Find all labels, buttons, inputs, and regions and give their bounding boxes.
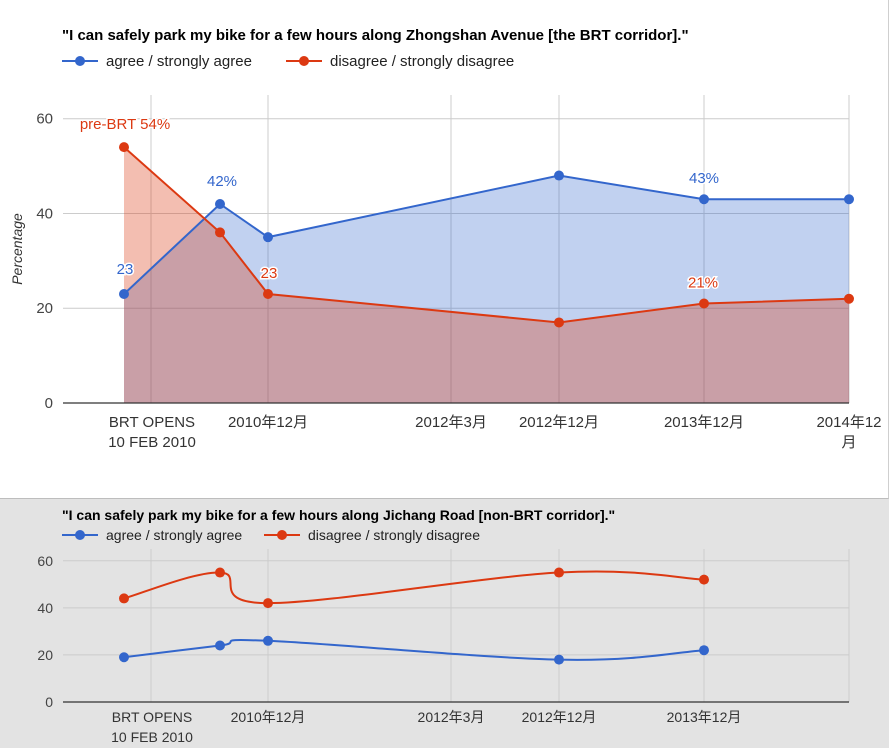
chart1-y-tick-label: 0 <box>45 395 53 412</box>
chart1-legend-label: agree / strongly agree <box>106 53 252 70</box>
chart2-legend-item-2[interactable]: disagree / strongly disagree <box>264 527 480 543</box>
chart1-point-s2-6[interactable] <box>844 293 854 304</box>
chart2-point-s2-5[interactable] <box>699 574 709 585</box>
chart2-x-tick-line: 2013年12月 <box>667 709 742 725</box>
chart1-x-tick-line: BRT OPENS <box>109 414 195 431</box>
chart1-area-1 <box>124 175 849 403</box>
chart1-series-line-2 <box>123 146 850 324</box>
chart2-x-tick-line: 2012年3月 <box>418 709 485 725</box>
chart2-x-tick-label: 2012年12月 <box>522 709 597 725</box>
chart2-point-s1-2[interactable] <box>215 640 225 651</box>
chart2-y-tick-label: 40 <box>37 600 53 616</box>
chart1-title: "I can safely park my bike for a few hou… <box>62 27 689 44</box>
chart2-x-tick-line: 2010年12月 <box>231 709 306 725</box>
chart1-data-label: 43% <box>689 170 719 187</box>
chart1-point-s1-3[interactable] <box>263 232 273 243</box>
chart2-x-tick-label: BRT OPENS 10 FEB 2010 <box>111 709 193 745</box>
chart1-legend-marker <box>75 56 85 66</box>
chart1-data-label: pre-BRT 54% <box>80 116 170 133</box>
chart2-x-tick-line: BRT OPENS <box>112 709 192 725</box>
chart2-x-tick-label: 2010年12月 <box>231 709 306 725</box>
chart1-y-axis-label: Percentage <box>9 213 25 285</box>
chart2-point-s1-5[interactable] <box>699 645 709 656</box>
chart1-x-tick-line: 2010年12月 <box>228 414 308 431</box>
chart1-y-tick-label: 40 <box>36 205 53 222</box>
zhongshan-chart: "I can safely park my bike for a few hou… <box>9 27 882 451</box>
chart1-point-s2-4[interactable] <box>554 317 564 328</box>
chart2-point-s1-3[interactable] <box>263 635 273 646</box>
chart1-x-tick-label: 2012年3月 <box>415 414 487 431</box>
chart1-point-s2-5[interactable] <box>699 298 709 309</box>
chart1-legend-label: disagree / strongly disagree <box>330 53 514 70</box>
chart2-y-tick-label: 20 <box>37 647 53 663</box>
chart1-x-tick-label: 2010年12月 <box>228 414 308 431</box>
zhongshan-chart-panel: "I can safely park my bike for a few hou… <box>0 0 889 499</box>
chart1-point-s2-2[interactable] <box>215 227 225 238</box>
chart1-x-tick-line: 10 FEB 2010 <box>108 434 196 451</box>
chart1-x-tick-label: BRT OPENS 10 FEB 2010 <box>108 414 196 451</box>
chart2-x-tick-label: 2013年12月 <box>667 709 742 725</box>
chart1-area-2 <box>124 147 849 403</box>
chart1-data-label: 21% <box>688 274 718 291</box>
chart2-x-tick-line: 2012年12月 <box>522 709 597 725</box>
chart1-x-tick-line: 月 <box>841 434 856 451</box>
chart2-point-s2-1[interactable] <box>119 593 129 604</box>
chart1-point-s2-3[interactable] <box>263 289 273 300</box>
chart1-legend-item-1[interactable]: agree / strongly agree <box>62 53 252 70</box>
chart2-y-tick-label: 0 <box>45 694 53 710</box>
chart1-data-label: 23 <box>117 261 134 278</box>
chart2-x-tick-line: 10 FEB 2010 <box>111 729 193 745</box>
chart1-point-s1-5[interactable] <box>699 194 709 205</box>
jichang-chart-panel: "I can safely park my bike for a few hou… <box>0 499 889 748</box>
chart1-point-s1-2[interactable] <box>215 198 225 209</box>
chart1-y-tick-label: 60 <box>36 111 53 128</box>
chart1-point-s1-1[interactable] <box>119 289 129 300</box>
chart2-legend-item-1[interactable]: agree / strongly agree <box>62 527 242 543</box>
chart2-series-line-1 <box>123 639 705 661</box>
chart1-point-s2-1[interactable] <box>119 142 129 153</box>
chart1-point-s1-6[interactable] <box>844 194 854 205</box>
chart2-legend-marker <box>277 530 287 540</box>
chart2-point-s2-4[interactable] <box>554 567 564 578</box>
chart1-legend-item-2[interactable]: disagree / strongly disagree <box>286 53 514 70</box>
chart1-legend-marker <box>299 56 309 66</box>
chart2-legend-label: agree / strongly agree <box>106 527 242 543</box>
chart2-x-tick-label: 2012年3月 <box>418 709 485 725</box>
chart2-series-line-2 <box>123 570 705 605</box>
chart2-point-s2-2[interactable] <box>215 567 225 578</box>
chart2-legend-label: disagree / strongly disagree <box>308 527 480 543</box>
chart2-point-s2-3[interactable] <box>263 598 273 609</box>
chart1-x-tick-line: 2013年12月 <box>664 414 744 431</box>
chart1-x-tick-line: 2012年12月 <box>519 414 599 431</box>
chart1-data-label: 42% <box>207 173 237 190</box>
chart1-data-label: 23 <box>261 265 278 282</box>
chart1-x-tick-label: 2014年12 月 <box>816 414 881 451</box>
chart2-title: "I can safely park my bike for a few hou… <box>62 507 615 523</box>
chart1-x-tick-label: 2012年12月 <box>519 414 599 431</box>
chart2-point-s1-1[interactable] <box>119 652 129 663</box>
chart2-legend-marker <box>75 530 85 540</box>
chart1-point-s1-4[interactable] <box>554 170 564 181</box>
jichang-chart: "I can safely park my bike for a few hou… <box>37 507 850 745</box>
chart1-x-tick-line: 2012年3月 <box>415 414 487 431</box>
chart1-x-tick-line: 2014年12 <box>816 414 881 431</box>
chart1-y-tick-label: 20 <box>36 300 53 317</box>
chart2-y-tick-label: 60 <box>37 553 53 569</box>
chart1-x-tick-label: 2013年12月 <box>664 414 744 431</box>
chart2-point-s1-4[interactable] <box>554 654 564 665</box>
